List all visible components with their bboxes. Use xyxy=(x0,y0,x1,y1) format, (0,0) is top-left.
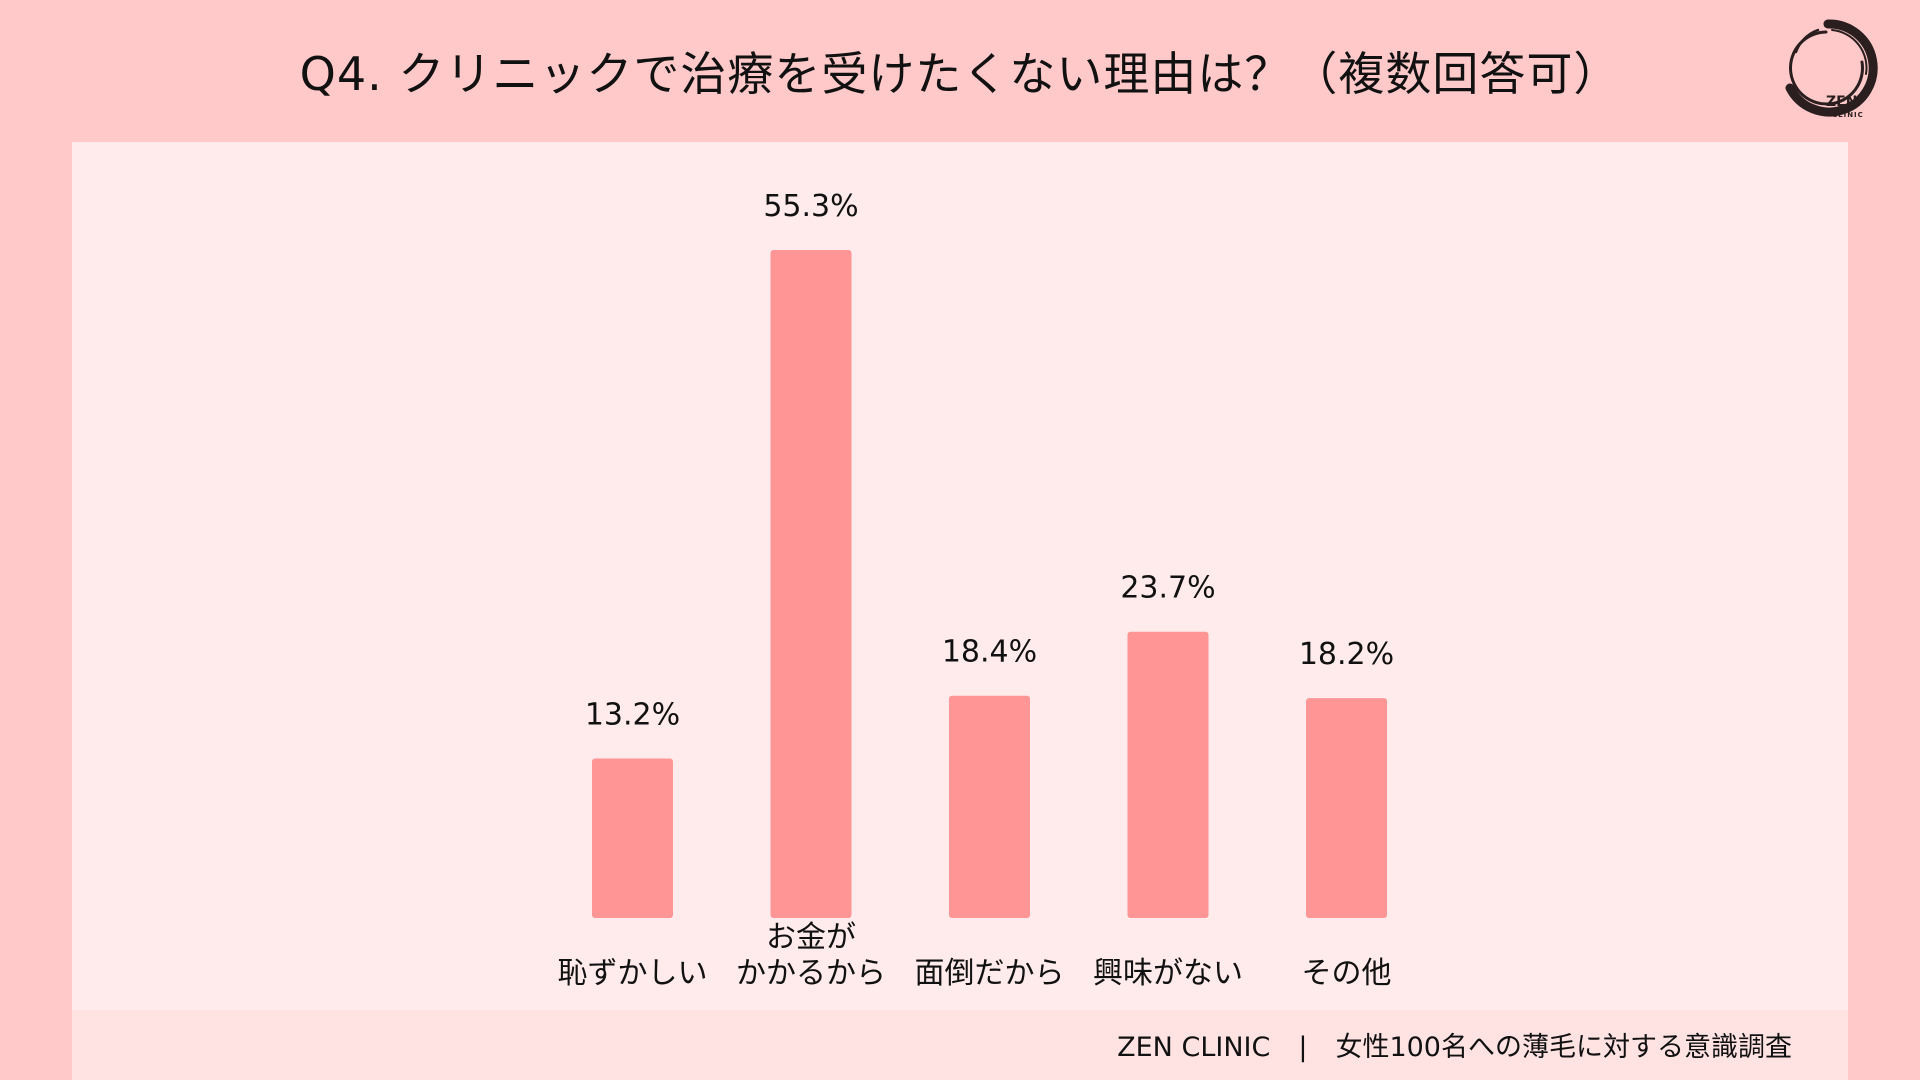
category-label-0-0: 恥ずかしい xyxy=(558,956,708,991)
zen-clinic-logo-icon xyxy=(1785,19,1878,117)
category-label-2-0: 面倒だから xyxy=(915,956,1065,991)
value-label-4: 18.2% xyxy=(1299,637,1394,672)
footer-brand: ZEN CLINIC xyxy=(1117,1032,1271,1063)
footer: ZEN CLINIC | 女性100名への薄毛に対する意識調査 xyxy=(72,1010,1848,1080)
category-label-1-1: かかるから xyxy=(736,956,886,991)
footer-separator: | xyxy=(1298,1032,1308,1063)
category-label-4-0: その他 xyxy=(1302,956,1392,991)
bar-0 xyxy=(592,758,673,918)
bar-3 xyxy=(1127,631,1209,918)
footer-credit: ZEN CLINIC | 女性100名への薄毛に対する意識調査 xyxy=(1117,1030,1792,1066)
logo-sub: CLINIC xyxy=(1832,111,1864,119)
bar-1 xyxy=(770,250,852,918)
page-title: Q4. クリニックで治療を受けたくない理由は？（複数回答可） xyxy=(299,47,1621,101)
bar-2 xyxy=(949,695,1030,918)
footer-survey: 女性100名への薄毛に対する意識調査 xyxy=(1335,1032,1792,1063)
category-label-3-0: 興味がない xyxy=(1093,956,1243,991)
value-label-2: 18.4% xyxy=(942,635,1037,670)
value-label-3: 23.7% xyxy=(1120,571,1215,606)
value-label-1: 55.3% xyxy=(763,189,858,224)
value-label-0: 13.2% xyxy=(585,698,680,733)
logo-name: ZEN xyxy=(1826,94,1858,110)
category-label-1-0: お金が xyxy=(766,920,856,955)
bar-4 xyxy=(1306,698,1387,918)
